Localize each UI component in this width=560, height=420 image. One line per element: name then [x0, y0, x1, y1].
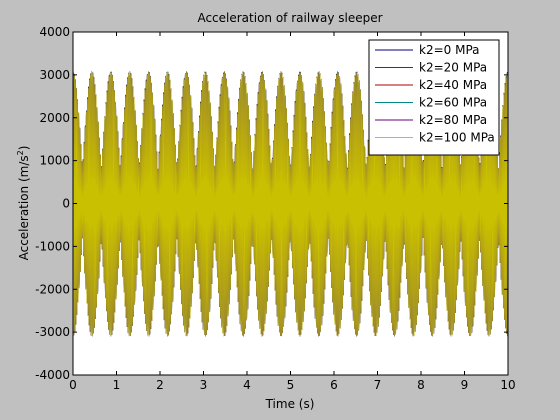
y-tick-label: 0: [62, 197, 70, 211]
x-tick-label: 6: [330, 378, 338, 392]
legend-entry-label: k2=100 MPa: [419, 131, 495, 145]
x-tick-label: 5: [287, 378, 295, 392]
legend-entry-label: k2=20 MPa: [419, 61, 487, 75]
y-tick-label: -2000: [35, 282, 70, 296]
y-axis-label-superscript: 2: [16, 150, 25, 155]
x-tick-label: 7: [374, 378, 382, 392]
y-tick-label: -3000: [35, 325, 70, 339]
legend-box: [368, 39, 500, 156]
y-tick-label: 4000: [39, 25, 70, 39]
y-tick-label: 2000: [39, 111, 70, 125]
x-tick-label: 0: [69, 378, 77, 392]
y-axis-label: Acceleration (m/s2): [16, 146, 31, 261]
legend-entry-label: k2=40 MPa: [419, 78, 487, 92]
legend-entry-label: k2=0 MPa: [419, 43, 480, 57]
legend-entry-label: k2=80 MPa: [419, 113, 487, 127]
y-axis-label-end: ): [17, 146, 31, 151]
chart-title: Acceleration of railway sleeper: [197, 11, 382, 25]
x-tick-label: 4: [243, 378, 251, 392]
x-tick-label: 9: [461, 378, 469, 392]
x-tick-label: 10: [500, 378, 515, 392]
legend-entries: k2=0 MPa k2=20 MPa k2=40 MPa k2=60 MPa k2=80…: [375, 43, 495, 145]
y-tick-label: 3000: [39, 68, 70, 82]
y-tick-label: -1000: [35, 239, 70, 253]
y-axis-label-main: Acceleration (m/s: [17, 155, 31, 260]
y-axis: -4000 -3000 -2000 -1000 0 1000 2000 3000 4000: [35, 25, 508, 382]
legend: k2=0 MPa k2=20 MPa k2=40 MPa k2=60 MPa k2=80…: [368, 39, 500, 156]
x-axis: 0 1 2 3 4 5 6 7 8 9 10: [69, 32, 516, 392]
x-tick-label: 3: [200, 378, 208, 392]
y-tick-label: -4000: [35, 368, 70, 382]
x-tick-label: 1: [113, 378, 121, 392]
y-tick-label: 1000: [39, 154, 70, 168]
x-tick-label: 2: [156, 378, 164, 392]
legend-entry-label: k2=60 MPa: [419, 96, 487, 110]
x-tick-label: 8: [417, 378, 425, 392]
x-axis-label: Time (s): [265, 397, 315, 411]
